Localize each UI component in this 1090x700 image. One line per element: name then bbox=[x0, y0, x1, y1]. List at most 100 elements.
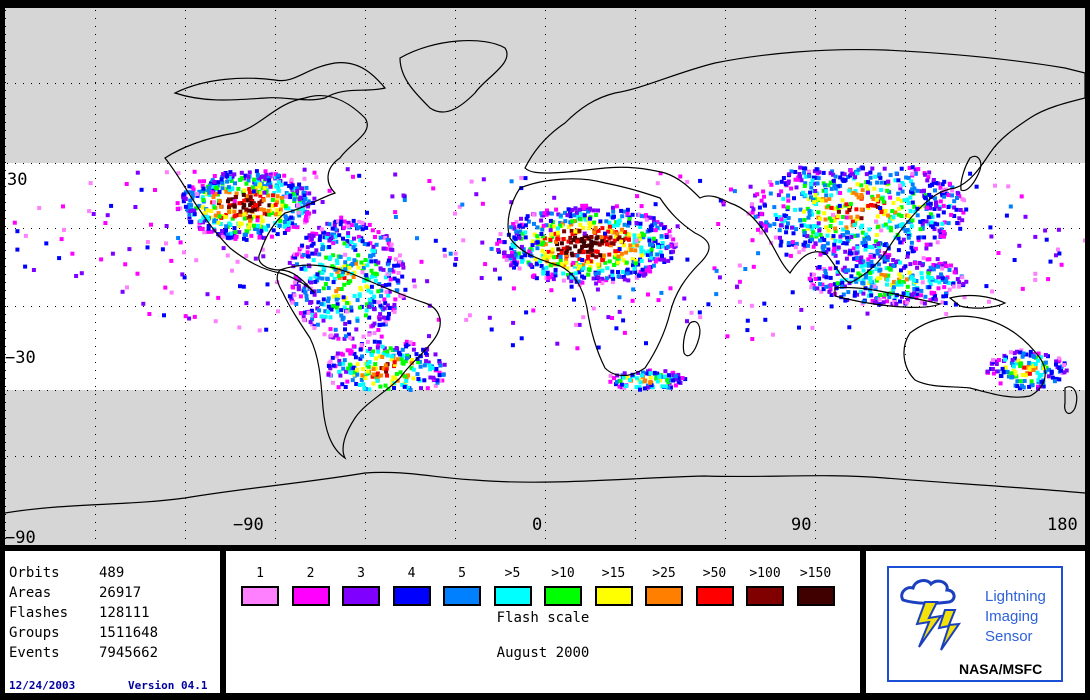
flash-cell bbox=[797, 250, 802, 255]
grid-dot bbox=[271, 456, 272, 457]
grid-dot bbox=[247, 306, 248, 307]
flash-cell bbox=[358, 225, 363, 230]
flash-cell bbox=[900, 189, 905, 194]
flash-cell bbox=[188, 209, 193, 213]
flash-cell bbox=[784, 252, 789, 257]
grid-dot bbox=[455, 362, 456, 363]
flash-cell bbox=[944, 279, 949, 284]
flash-cell bbox=[194, 258, 199, 263]
grid-dot bbox=[447, 228, 448, 229]
flash-cell bbox=[261, 174, 266, 179]
grid-dot bbox=[95, 330, 96, 331]
flash-cell bbox=[617, 218, 622, 223]
flash-cell bbox=[380, 284, 385, 288]
flash-cell bbox=[509, 179, 514, 184]
grid-dot bbox=[905, 514, 906, 515]
grid-dot bbox=[23, 83, 24, 84]
flash-cell bbox=[380, 344, 385, 349]
flash-cell bbox=[907, 166, 912, 170]
flash-cell bbox=[826, 204, 831, 209]
flash-cell bbox=[798, 165, 803, 170]
flash-cell bbox=[540, 253, 545, 258]
flash-cell bbox=[335, 351, 340, 356]
grid-dot bbox=[143, 456, 144, 457]
grid-dot bbox=[95, 456, 96, 457]
flash-cell bbox=[206, 224, 211, 228]
grid-dot bbox=[5, 130, 6, 131]
grid-dot bbox=[399, 163, 400, 164]
flash-cell bbox=[428, 367, 433, 372]
grid-dot bbox=[239, 228, 240, 229]
grid-dot bbox=[95, 74, 96, 75]
grid-dot bbox=[725, 346, 726, 347]
flash-cell bbox=[620, 214, 625, 219]
grid-dot bbox=[995, 98, 996, 99]
flash-cell bbox=[606, 212, 611, 217]
grid-dot bbox=[687, 390, 688, 391]
grid-dot bbox=[905, 482, 906, 483]
flash-cell bbox=[345, 309, 349, 314]
flash-cell bbox=[489, 246, 494, 251]
flash-cell bbox=[668, 244, 673, 249]
grid-dot bbox=[383, 83, 384, 84]
flash-cell bbox=[343, 385, 348, 389]
flash-cell bbox=[875, 225, 880, 230]
flash-cell bbox=[387, 311, 391, 316]
grid-dot bbox=[175, 390, 176, 391]
flash-cell bbox=[23, 264, 28, 269]
flash-cell bbox=[574, 262, 579, 267]
grid-dot bbox=[545, 426, 546, 427]
flash-cell bbox=[312, 209, 317, 214]
flash-cell bbox=[370, 297, 375, 301]
flash-cell bbox=[901, 182, 906, 187]
flash-cell bbox=[600, 268, 605, 273]
flash-cell bbox=[379, 373, 384, 378]
grid-dot bbox=[407, 163, 408, 164]
grid-dot bbox=[95, 490, 96, 491]
flash-cell bbox=[346, 281, 351, 285]
grid-dot bbox=[1047, 306, 1048, 307]
grid-dot bbox=[815, 490, 816, 491]
flash-cell bbox=[176, 171, 181, 176]
flash-cell bbox=[918, 219, 923, 224]
flash-cell bbox=[1004, 355, 1008, 360]
grid-dot bbox=[95, 434, 96, 435]
flash-cell bbox=[274, 184, 279, 189]
flash-cell bbox=[807, 212, 812, 217]
flash-cell bbox=[217, 214, 222, 219]
flash-cell bbox=[896, 197, 901, 202]
grid-dot bbox=[905, 298, 906, 299]
flash-cell bbox=[395, 278, 400, 283]
grid-dot bbox=[823, 228, 824, 229]
flash-cell bbox=[328, 232, 333, 237]
flash-cell bbox=[910, 187, 915, 192]
grid-dot bbox=[103, 83, 104, 84]
flash-cell bbox=[350, 336, 355, 341]
grid-dot bbox=[55, 228, 56, 229]
flash-cell bbox=[334, 297, 339, 302]
flash-cell bbox=[565, 245, 570, 250]
grid-dot bbox=[905, 194, 906, 195]
flash-cell bbox=[311, 258, 316, 263]
grid-dot bbox=[1023, 456, 1024, 457]
flash-cell bbox=[637, 212, 642, 217]
grid-dot bbox=[863, 390, 864, 391]
flash-cell bbox=[44, 241, 49, 246]
grid-dot bbox=[559, 163, 560, 164]
grid-dot bbox=[725, 162, 726, 163]
grid-dot bbox=[995, 490, 996, 491]
flash-cell bbox=[297, 182, 302, 187]
grid-dot bbox=[455, 83, 456, 84]
flash-cell bbox=[848, 215, 853, 220]
flash-cell bbox=[244, 198, 249, 202]
flash-cell bbox=[932, 235, 937, 240]
flash-cell bbox=[865, 311, 870, 316]
flash-cell bbox=[682, 296, 687, 301]
flash-cell bbox=[314, 248, 319, 253]
flash-cell bbox=[192, 208, 197, 213]
flash-cell bbox=[594, 213, 599, 217]
flash-cell bbox=[345, 300, 350, 305]
grid-dot bbox=[905, 10, 906, 11]
flash-cell bbox=[610, 316, 614, 320]
flash-cell bbox=[366, 364, 371, 369]
